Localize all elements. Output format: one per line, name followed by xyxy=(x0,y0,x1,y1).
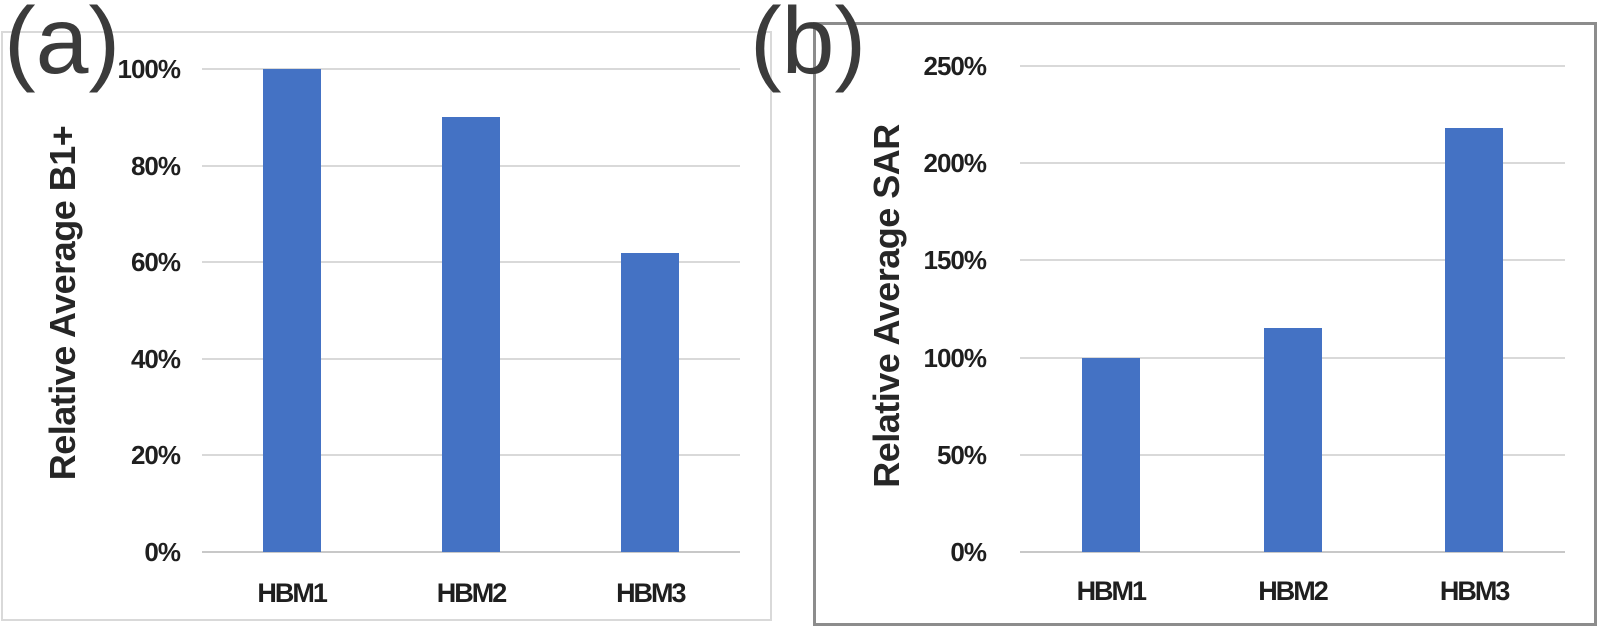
y-tick-label-a-0%: 0% xyxy=(144,537,181,567)
x-axis-line-a xyxy=(202,551,740,553)
x-category-label-a-hbm2: HBM2 xyxy=(436,578,508,608)
bar-a-hbm2 xyxy=(442,117,500,552)
plot-area-b xyxy=(1020,65,1565,553)
y-tick-label-a-60%: 60% xyxy=(130,247,181,278)
y-tick-label-b-200%: 200% xyxy=(923,148,988,179)
y-tick-label-b-250%: 250% xyxy=(923,51,988,81)
y-tick-label-b-50%: 50% xyxy=(936,439,987,470)
y-tick-label-a-80%: 80% xyxy=(130,150,181,181)
bar-b-hbm2 xyxy=(1263,328,1322,552)
x-category-label-a-hbm3: HBM3 xyxy=(616,578,687,608)
bar-a-hbm3 xyxy=(621,252,680,552)
y-tick-label-a-20%: 20% xyxy=(130,440,181,471)
y-tick-label-b-100%: 100% xyxy=(923,342,988,373)
panel-label-a: (a) xyxy=(4,0,121,94)
plot-area-a xyxy=(202,68,740,553)
y-tick-label-a-100%: 100% xyxy=(117,54,182,84)
panel-label-b: (b) xyxy=(750,0,867,94)
x-category-label-b-hbm2: HBM2 xyxy=(1258,576,1329,606)
bar-a-hbm1 xyxy=(262,69,321,552)
gridline-b-250% xyxy=(1020,65,1565,67)
bar-b-hbm1 xyxy=(1081,357,1140,552)
x-category-label-a-hbm1: HBM1 xyxy=(257,578,328,608)
chart-panel-b: Relative Average SAR 0% 50% 100% 150% 200% 25… xyxy=(813,22,1597,626)
y-tick-label-b-150%: 150% xyxy=(923,245,988,276)
x-category-label-b-hbm1: HBM1 xyxy=(1076,576,1148,606)
gridline-b-150% xyxy=(1020,259,1565,262)
bar-b-hbm3 xyxy=(1445,128,1504,552)
y-axis-title-b: Relative Average SAR xyxy=(866,124,907,488)
gridline-a-100% xyxy=(202,68,740,70)
gridline-b-200% xyxy=(1020,162,1565,165)
chart-panel-a: Relative Average B1+ 0% 20% 40% 60% 80% 100% H… xyxy=(1,31,772,621)
y-tick-label-a-40%: 40% xyxy=(130,343,181,374)
y-tick-label-b-0%: 0% xyxy=(950,537,987,567)
x-category-label-b-hbm3: HBM3 xyxy=(1439,576,1511,606)
x-axis-line-b xyxy=(1020,551,1565,553)
